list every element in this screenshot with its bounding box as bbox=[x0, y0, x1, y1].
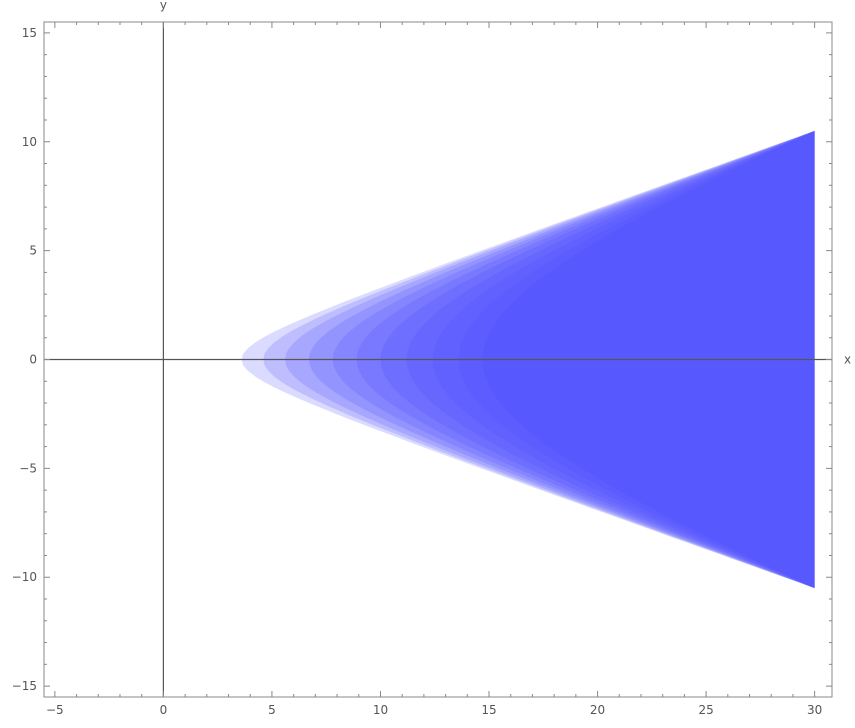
y-tick-label: 15 bbox=[22, 26, 37, 40]
x-axis-label: x bbox=[844, 353, 851, 367]
y-tick-label: −10 bbox=[12, 570, 37, 584]
x-tick-label: 20 bbox=[590, 703, 605, 717]
x-tick-label: 25 bbox=[698, 703, 713, 717]
x-tick-label: 5 bbox=[268, 703, 276, 717]
y-tick-label: 10 bbox=[22, 135, 37, 149]
y-tick-label: 5 bbox=[29, 244, 37, 258]
tick-marks bbox=[44, 22, 832, 697]
y-axis-label: y bbox=[160, 0, 167, 12]
x-tick-label: 30 bbox=[807, 703, 822, 717]
y-tick-label: 0 bbox=[29, 353, 37, 367]
x-tick-label: 15 bbox=[481, 703, 496, 717]
x-tick-label: 10 bbox=[373, 703, 388, 717]
y-tick-label: −15 bbox=[12, 679, 37, 693]
x-tick-label: 0 bbox=[160, 703, 168, 717]
tick-labels: −5 0 5 10 15 20 25 30 −15 −10 −5 0 5 10 15 bbox=[12, 26, 823, 717]
axes bbox=[44, 22, 832, 697]
x-tick-label: −5 bbox=[46, 703, 64, 717]
y-tick-label: −5 bbox=[19, 461, 37, 475]
